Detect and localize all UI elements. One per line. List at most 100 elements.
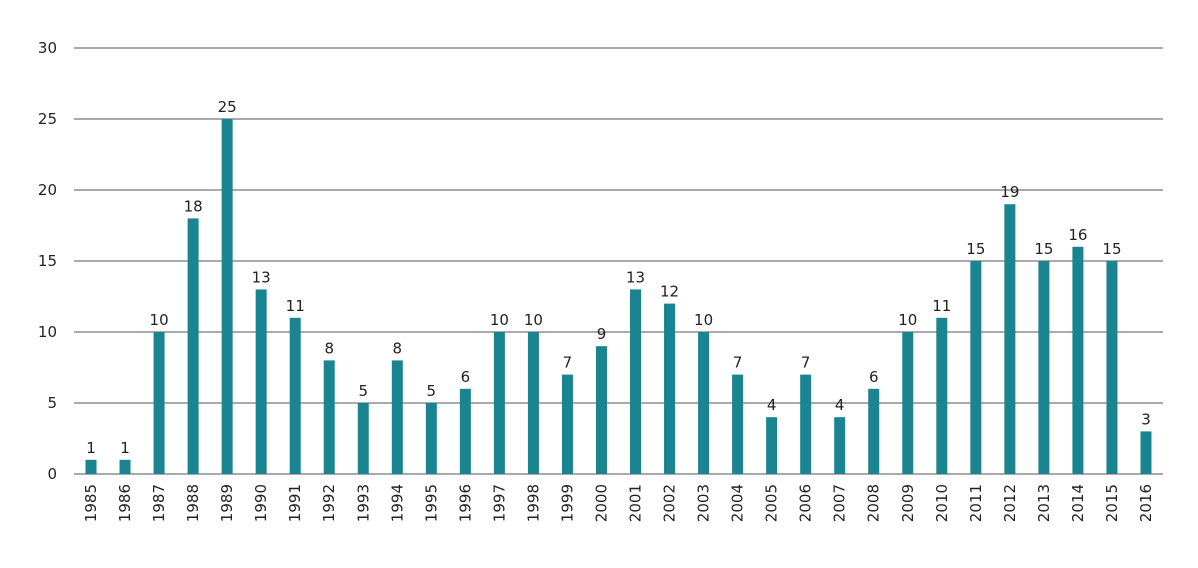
x-tick-label: 2008	[865, 484, 883, 522]
x-tick-label: 2009	[899, 484, 917, 522]
value-label: 3	[1141, 410, 1151, 428]
value-label: 15	[1102, 240, 1121, 258]
y-tick-label: 0	[47, 465, 57, 483]
x-tick-label: 1997	[490, 484, 508, 522]
value-label: 8	[324, 339, 334, 357]
x-tick-label: 1990	[252, 484, 270, 522]
bar	[1038, 261, 1050, 474]
value-label: 11	[932, 297, 951, 315]
x-tick-label: 1993	[354, 484, 372, 522]
bar	[289, 317, 301, 474]
x-tick-label: 1999	[558, 484, 576, 522]
value-label: 15	[1034, 240, 1053, 258]
value-label: 25	[218, 98, 237, 116]
bar	[698, 332, 710, 474]
y-tick-label: 25	[38, 110, 57, 128]
bar	[85, 459, 97, 474]
value-label: 18	[184, 197, 203, 215]
x-tick-label: 2015	[1103, 484, 1121, 522]
y-tick-label: 15	[38, 252, 57, 270]
x-tick-label: 2011	[967, 484, 985, 522]
x-tick-label: 2016	[1137, 484, 1155, 522]
x-tick-label: 1998	[524, 484, 542, 522]
bar	[425, 403, 437, 474]
bar	[1140, 431, 1152, 474]
x-tick-label: 2014	[1069, 484, 1087, 522]
x-tick-label: 1992	[320, 484, 338, 522]
x-tick-label: 2013	[1035, 484, 1053, 522]
value-label: 10	[524, 311, 543, 329]
bar	[323, 360, 335, 474]
value-label: 10	[898, 311, 917, 329]
bar	[766, 417, 778, 474]
value-label: 5	[358, 382, 368, 400]
bar	[255, 289, 267, 474]
value-label: 4	[767, 396, 777, 414]
value-label: 6	[461, 368, 471, 386]
bar	[936, 317, 948, 474]
x-tick-label: 2001	[627, 484, 645, 522]
x-tick-label: 1987	[150, 484, 168, 522]
bar	[834, 417, 846, 474]
bar	[970, 261, 982, 474]
x-tick-label: 1996	[456, 484, 474, 522]
value-label: 1	[86, 439, 96, 457]
bar	[1072, 246, 1084, 474]
bar	[595, 346, 607, 474]
x-tick-label: 2012	[1001, 484, 1019, 522]
value-label: 10	[694, 311, 713, 329]
value-label: 16	[1068, 226, 1087, 244]
bar	[221, 119, 233, 474]
value-label: 12	[660, 283, 679, 301]
value-label: 8	[393, 339, 403, 357]
x-tick-label: 1989	[218, 484, 236, 522]
bar	[1106, 261, 1118, 474]
y-tick-label: 20	[38, 181, 57, 199]
bar	[391, 360, 403, 474]
value-label: 7	[563, 354, 573, 372]
value-label: 10	[150, 311, 169, 329]
bar	[630, 289, 642, 474]
value-label: 4	[835, 396, 845, 414]
bar	[119, 459, 131, 474]
bar	[187, 218, 199, 474]
x-tick-label: 2006	[797, 484, 815, 522]
value-label: 6	[869, 368, 879, 386]
bar	[357, 403, 369, 474]
y-tick-label: 30	[38, 39, 57, 57]
y-tick-label: 5	[47, 394, 57, 412]
bar	[561, 374, 573, 474]
value-label: 9	[597, 325, 607, 343]
bar	[493, 332, 505, 474]
value-label: 5	[427, 382, 437, 400]
value-label: 15	[966, 240, 985, 258]
bar	[459, 388, 471, 474]
x-tick-label: 2007	[831, 484, 849, 522]
x-tick-label: 1991	[286, 484, 304, 522]
value-label: 11	[286, 297, 305, 315]
value-label: 13	[626, 268, 645, 286]
x-tick-label: 1994	[388, 484, 406, 522]
x-tick-label: 2003	[695, 484, 713, 522]
bar	[153, 332, 165, 474]
value-label: 1	[120, 439, 130, 457]
bar	[902, 332, 914, 474]
x-tick-label: 2010	[933, 484, 951, 522]
bar	[1004, 204, 1016, 474]
value-label: 7	[801, 354, 811, 372]
x-tick-label: 1988	[184, 484, 202, 522]
x-tick-label: 1986	[116, 484, 134, 522]
bar	[732, 374, 744, 474]
value-label: 13	[252, 268, 271, 286]
bar	[868, 388, 880, 474]
value-label: 10	[490, 311, 509, 329]
x-tick-label: 2005	[763, 484, 781, 522]
x-tick-label: 2000	[592, 484, 610, 522]
x-tick-label: 1995	[422, 484, 440, 522]
x-tick-label: 2004	[729, 484, 747, 522]
bar	[664, 303, 676, 474]
value-label: 7	[733, 354, 743, 372]
x-tick-label: 1985	[82, 484, 100, 522]
x-tick-label: 2002	[661, 484, 679, 522]
